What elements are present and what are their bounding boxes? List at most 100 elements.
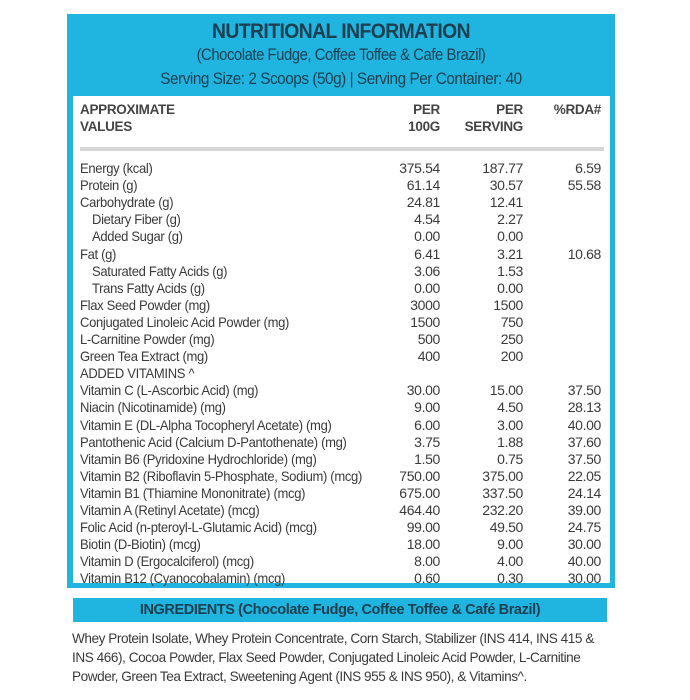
per-serving-value: 15.00	[489, 382, 524, 399]
per-100g-value: 500	[417, 331, 441, 347]
per-serving-value: 49.50	[489, 519, 524, 536]
rda-value: 6.59	[575, 160, 601, 176]
nutrition-table: APPROXIMATE VALUES PER 100G PER SERVING …	[73, 96, 610, 586]
nutrient-name: Pantothenic Acid (Calcium D-Pantothenate…	[80, 433, 347, 450]
per-serving-value: 187.77	[482, 160, 523, 176]
nutrient-name: Trans Fatty Acids (g)	[92, 279, 205, 296]
column-header-name: APPROXIMATE VALUES	[80, 101, 175, 135]
table-row: Vitamin B6 (Pyridoxine Hydrochloride) (m…	[73, 451, 610, 468]
per-100g-value: 9.00	[414, 399, 440, 416]
nutrient-name: L-Carnitine Powder (mg)	[80, 331, 215, 347]
nutrient-name: Dietary Fiber (g)	[92, 211, 181, 228]
header-line: SERVING	[464, 119, 524, 134]
nutrient-name: Saturated Fatty Acids (g)	[92, 262, 228, 279]
per-100g-value: 6.41	[414, 245, 440, 262]
column-header-rda: %RDA#	[553, 102, 602, 117]
per-serving-value: 3.21	[497, 245, 523, 262]
rda-value: 40.00	[567, 416, 602, 433]
nutrient-name: Vitamin B2 (Riboflavin 5-Phosphate, Sodi…	[80, 467, 362, 484]
nutrient-name: Carbohydrate (g)	[80, 194, 174, 211]
per-serving-value: 0.75	[497, 450, 523, 467]
per-serving-value: 30.57	[489, 177, 524, 194]
per-100g-value: 675.00	[399, 484, 440, 501]
header-divider	[80, 147, 604, 151]
per-serving-value: 0.00	[497, 228, 523, 245]
nutrient-name: Vitamin C (L-Ascorbic Acid) (mg)	[80, 382, 259, 399]
table-row: Vitamin A (Retinyl Acetate) (mcg) 464.40 2…	[73, 502, 610, 519]
per-100g-value: 3.06	[414, 262, 440, 279]
per-100g-value: 18.00	[406, 536, 441, 553]
column-header-per100g: PER 100G	[408, 101, 440, 135]
per-serving-value: 0.30	[497, 570, 523, 587]
table-row: Vitamin B12 (Cyanocobalamin) (mcg) 0.60 0.…	[73, 570, 610, 587]
per-100g-value: 375.54	[399, 160, 440, 176]
header-line: PER	[413, 102, 440, 117]
per-100g-value: 1500	[410, 313, 440, 330]
per-100g-value: 8.00	[414, 553, 440, 570]
per-100g-value: 0.00	[414, 228, 440, 245]
nutrition-header: NUTRITIONAL INFORMATION (Chocolate Fudge…	[67, 14, 615, 96]
rda-value: 55.58	[567, 177, 602, 194]
header-line: VALUES	[80, 119, 132, 134]
per-100g-value: 400	[417, 348, 441, 365]
nutrition-panel: NUTRITIONAL INFORMATION (Chocolate Fudge…	[67, 14, 615, 588]
rda-value: 28.13	[567, 399, 602, 416]
nutrient-name: ADDED VITAMINS ^	[80, 365, 195, 382]
per-serving-value: 1500	[493, 296, 523, 313]
per-100g-value: 3.75	[414, 433, 440, 450]
rda-value: 39.00	[567, 502, 602, 518]
nutrient-name: Energy (kcal)	[80, 160, 153, 176]
table-row: Green Tea Extract (mg) 400 200	[73, 348, 610, 365]
rda-value: 40.00	[567, 553, 602, 570]
nutrient-name: Conjugated Linoleic Acid Powder (mg)	[80, 313, 290, 330]
per-serving-value: 4.50	[497, 399, 523, 416]
nutrient-name: Niacin (Nicotinamide) (mg)	[80, 399, 226, 416]
rda-value: 37.60	[567, 433, 602, 450]
table-row: Carbohydrate (g) 24.81 12.41	[73, 194, 610, 211]
table-row: Energy (kcal) 375.54 187.77 6.59	[73, 160, 610, 177]
nutrient-name: Vitamin B1 (Thiamine Mononitrate) (mcg)	[80, 484, 306, 501]
rda-value: 24.14	[567, 484, 602, 501]
nutrient-name: Vitamin B12 (Cyanocobalamin) (mcg)	[80, 570, 286, 587]
column-header-per-serving: PER SERVING	[464, 101, 524, 135]
table-row: Biotin (D-Biotin) (mcg) 18.00 9.00 30.00	[73, 536, 610, 553]
per-100g-value: 0.00	[414, 279, 440, 296]
table-row: Fat (g) 6.41 3.21 10.68	[73, 246, 610, 263]
nutrient-name: Flax Seed Powder (mg)	[80, 296, 210, 313]
per-serving-value: 1.88	[497, 433, 523, 450]
header-line: 100G	[408, 119, 440, 134]
ingredients-title: INGREDIENTS (Chocolate Fudge, Coffee Tof…	[73, 598, 607, 622]
rda-value: 22.05	[567, 467, 602, 484]
table-row: Vitamin B1 (Thiamine Mononitrate) (mcg) 6…	[73, 485, 610, 502]
table-row: Saturated Fatty Acids (g) 3.06 1.53	[73, 263, 610, 280]
rda-value: 24.75	[567, 519, 602, 536]
table-row: Flax Seed Powder (mg) 3000 1500	[73, 297, 610, 314]
per-100g-value: 464.40	[399, 502, 440, 518]
per-100g-value: 61.14	[406, 177, 441, 194]
rda-value: 30.00	[567, 570, 602, 587]
per-100g-value: 24.81	[406, 194, 441, 211]
per-100g-value: 99.00	[406, 519, 441, 536]
per-serving-value: 4.00	[497, 553, 523, 570]
table-row: Niacin (Nicotinamide) (mg) 9.00 4.50 28.13	[73, 399, 610, 416]
rda-value: 37.50	[567, 450, 602, 467]
ingredients-text: Whey Protein Isolate, Whey Protein Conce…	[72, 631, 594, 684]
table-row: Vitamin B2 (Riboflavin 5-Phosphate, Sodi…	[73, 468, 610, 485]
table-row: Dietary Fiber (g) 4.54 2.27	[73, 211, 610, 228]
per-serving-value: 250	[500, 331, 524, 347]
per-serving-value: 232.20	[482, 502, 523, 518]
nutrient-name: Folic Acid (n-pteroyl-L-Glutamic Acid) (…	[80, 519, 317, 536]
table-row: Pantothenic Acid (Calcium D-Pantothenate…	[73, 434, 610, 451]
per-100g-value: 1.50	[414, 450, 440, 467]
nutrient-name: Added Sugar (g)	[92, 228, 183, 245]
rda-value: 10.68	[567, 245, 602, 262]
per-serving-value: 375.00	[482, 467, 523, 484]
per-100g-value: 4.54	[414, 211, 440, 228]
per-100g-value: 750.00	[399, 467, 440, 484]
table-row: Vitamin E (DL-Alpha Tocopheryl Acetate) …	[73, 417, 610, 434]
header-line: APPROXIMATE	[80, 102, 175, 117]
per-100g-value: 3000	[410, 296, 440, 313]
table-row: Vitamin D (Ergocalciferol) (mcg) 8.00 4.00…	[73, 553, 610, 570]
nutrient-name: Biotin (D-Biotin) (mcg)	[80, 536, 201, 553]
table-row: Vitamin C (L-Ascorbic Acid) (mg) 30.00 15.…	[73, 382, 610, 399]
